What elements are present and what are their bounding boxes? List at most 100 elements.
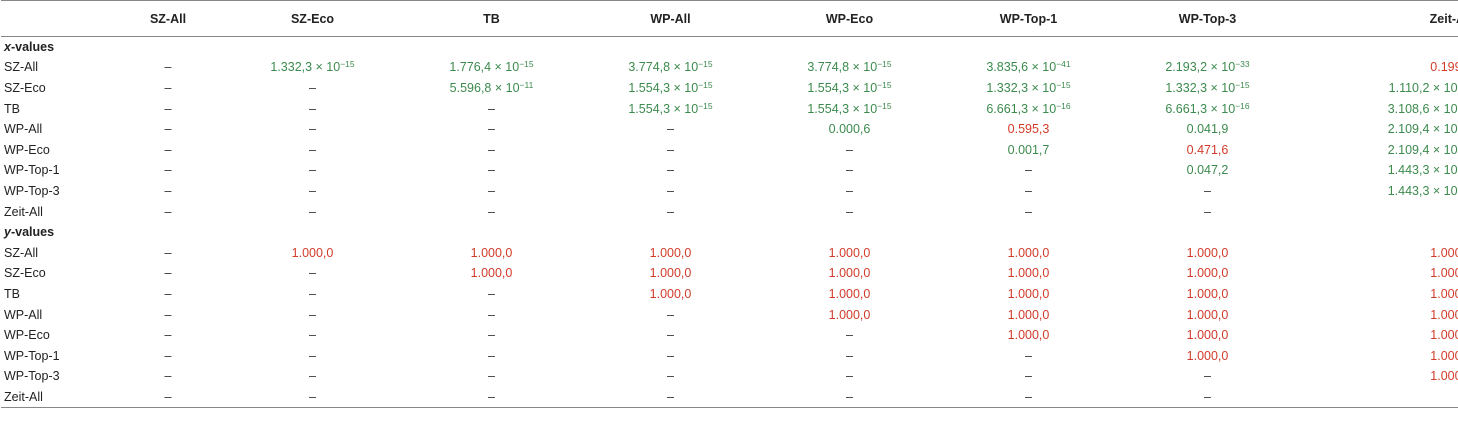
cell-value: – [488,286,495,301]
cell-value: – [309,266,316,281]
p-value-cell: 1.332,3 × 10−15 [1118,78,1297,99]
empty-dash-cell: – [402,119,581,140]
empty-dash-cell: – [402,345,581,366]
p-value-cell: 1.000,0 [939,304,1118,325]
table-row: TB – – –1.554,3 × 10−15 1.554,3 × 10−15 6.661… [1,98,1458,119]
p-value-cell: 1.000,0 [1118,242,1297,263]
empty-dash-cell: – [760,139,939,160]
p-value-cell: 0.001,7 [939,139,1118,160]
cell-value: – [309,348,316,363]
empty-dash-cell: – [113,119,223,140]
row-label: WP-Top-1 [4,163,60,178]
cell-exponent: −15 [1056,79,1071,90]
p-value-cell: 1.332,3 × 10−15 [939,78,1118,99]
p-value-cell: 1.000,0 [402,263,581,284]
empty-cell [760,37,939,58]
cell-exponent: −15 [698,79,713,90]
cell-value: – [164,286,172,301]
cell-value: 3.108,6 × 10 [1387,101,1458,116]
empty-cell [402,37,581,58]
cell-value: – [309,307,316,322]
table-row: WP-Eco – – – – – 0.001,7 0.471,6 2.109,4 × 10−15 [1,139,1458,160]
empty-dash-cell: – [402,386,581,408]
empty-dash-cell: – [760,181,939,202]
cell-value: – [488,369,495,384]
table-header: SZ-All SZ-Eco TB WP-All WP-Eco WP-Top-1 … [1,0,1458,37]
cell-value: – [488,163,495,178]
cell-value: – [667,183,674,198]
empty-dash-cell: – [939,181,1118,202]
cell-value: – [1204,389,1211,404]
p-value-cell: 1.776,4 × 10−15 [402,57,581,78]
column-header-tb: TB [402,0,581,37]
table-row: SZ-All –1.332,3 × 10−15 1.776,4 × 10−15 3.7… [1,57,1458,78]
p-value-cell: 2.193,2 × 10−33 [1118,57,1297,78]
empty-dash-cell: – [113,201,223,222]
row-label: WP-Eco [4,328,50,343]
empty-dash-cell: – [1118,386,1297,408]
cell-value: – [164,101,172,116]
cell-value: 1.000,0 [1007,266,1050,281]
empty-dash-cell: – [223,160,402,181]
cell-value: – [667,163,674,178]
cell-value: – [309,389,316,404]
p-value-cell: 3.774,8 × 10−15 [581,57,760,78]
p-value-cell: 1.000,0 [581,242,760,263]
row-label: SZ-Eco [4,266,46,281]
cell-value: 1.332,3 × 10 [986,80,1057,95]
cell-value: – [488,348,495,363]
table-row: WP-Eco – – – – – 1.000,0 1.000,0 1.000,0 [1,325,1458,346]
cell-value: – [164,163,172,178]
empty-cell [760,222,939,243]
p-value-cell: 1.443,3 × 10−15 [1297,181,1458,202]
empty-dash-cell: – [223,78,402,99]
empty-cell [402,222,581,243]
cell-value: 1.000,0 [828,245,871,260]
empty-dash-cell: – [581,345,760,366]
empty-dash-cell: – [581,304,760,325]
empty-dash-cell: – [939,345,1118,366]
p-value-cell: 0.199,8 [1297,57,1458,78]
p-value-cell: 0.047,2 [1118,160,1297,181]
cell-value: – [164,307,172,322]
empty-dash-cell: – [402,304,581,325]
cell-value: 1.332,3 × 10 [1165,80,1236,95]
empty-dash-cell: – [581,160,760,181]
empty-dash-cell: – [113,98,223,119]
p-value-cell: 1.000,0 [760,284,939,305]
p-value-cell: 1.000,0 [1118,325,1297,346]
cell-value: – [309,80,316,95]
section-variable: x [4,40,11,55]
cell-value: 0.041,9 [1186,122,1229,137]
p-value-cell: 0.000,6 [760,119,939,140]
cell-value: 1.554,3 × 10 [628,80,699,95]
p-value-cell: 6.661,3 × 10−16 [1118,98,1297,119]
empty-dash-cell: – [581,201,760,222]
cell-value: 3.774,8 × 10 [807,60,878,75]
p-value-table: SZ-All SZ-Eco TB WP-All WP-Eco WP-Top-1 … [1,0,1458,408]
row-label: WP-Top-1 [4,348,60,363]
empty-dash-cell: – [1297,201,1458,222]
column-header-wp-top-3: WP-Top-3 [1118,0,1297,37]
cell-value: – [164,60,172,75]
p-value-cell: 1.000,0 [1297,304,1458,325]
table-row: WP-All – – – – 1.000,0 1.000,0 1.000,0 1.000,0 [1,304,1458,325]
cell-value: – [164,348,172,363]
cell-value: – [846,163,853,178]
empty-dash-cell: – [113,181,223,202]
cell-exponent: −15 [519,59,534,70]
empty-dash-cell: – [113,366,223,387]
empty-dash-cell: – [223,304,402,325]
section-label: y-values [1,222,113,243]
cell-value: 0.595,3 [1007,122,1050,137]
cell-value: – [164,245,172,260]
row-label: WP-Eco [4,142,50,157]
p-value-cell: 1.000,0 [1118,284,1297,305]
p-value-cell: 1.554,3 × 10−15 [581,78,760,99]
empty-dash-cell: – [581,366,760,387]
p-value-cell: 2.109,4 × 10−15 [1297,139,1458,160]
cell-value: – [488,101,495,116]
table-row: WP-Top-3 – – – – – – – 1.000,0 [1,366,1458,387]
empty-dash-cell: – [113,78,223,99]
cell-value: – [164,183,172,198]
